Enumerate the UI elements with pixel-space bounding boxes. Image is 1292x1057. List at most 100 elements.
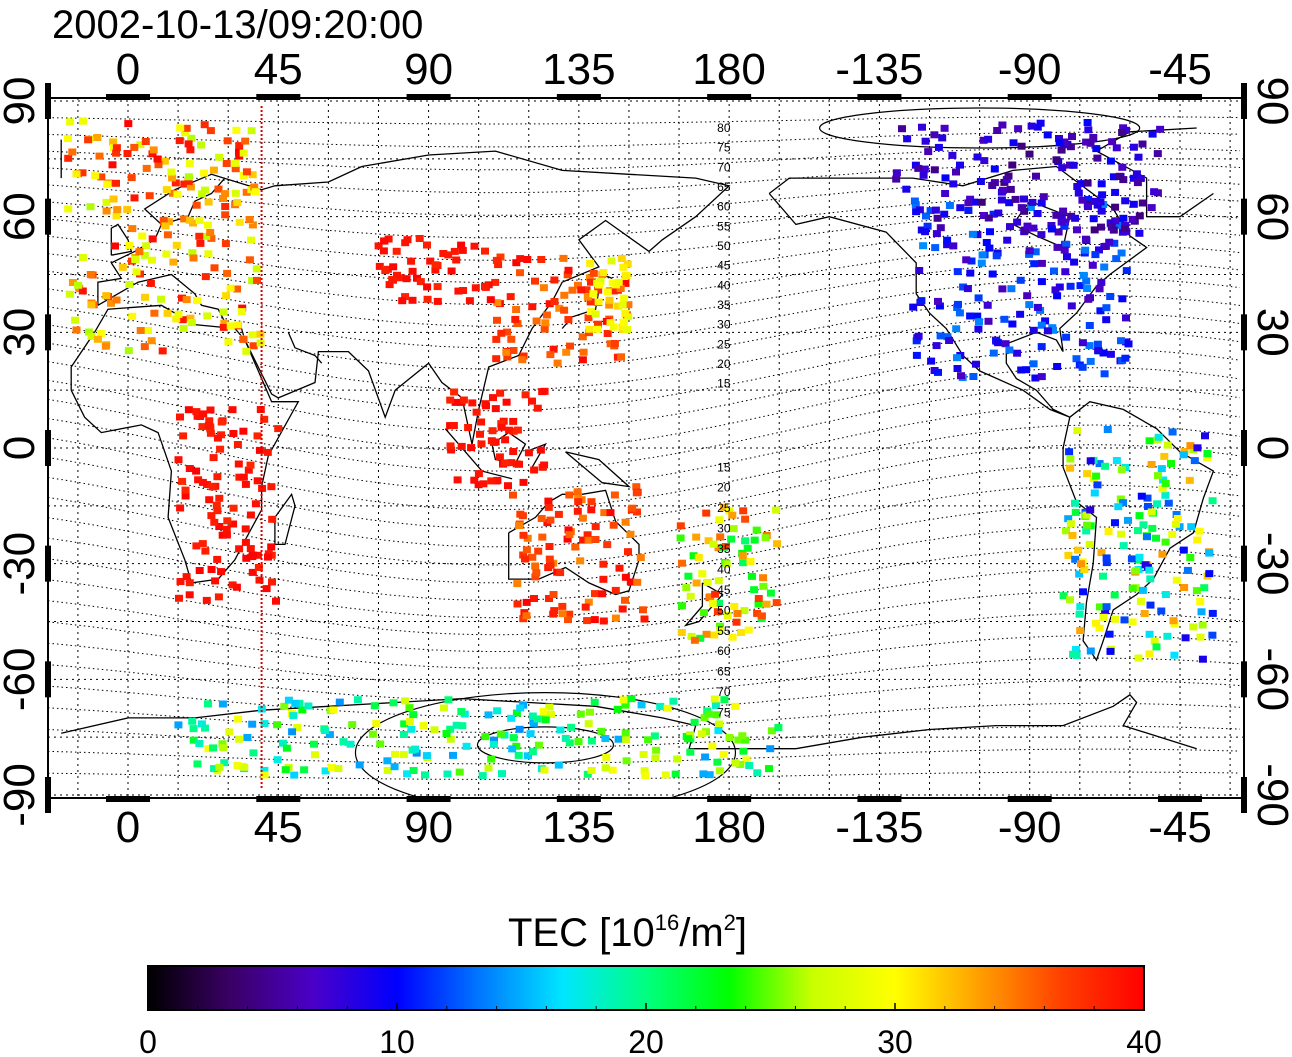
tec-point	[954, 300, 962, 308]
tec-point	[596, 277, 605, 285]
tec-point	[415, 235, 424, 242]
tec-point	[1037, 199, 1046, 207]
tec-point	[1110, 591, 1119, 599]
tec-point	[458, 722, 467, 730]
tec-point	[235, 218, 244, 226]
tec-point	[251, 188, 260, 196]
tec-point	[531, 562, 540, 570]
tec-point	[1086, 506, 1095, 514]
tec-point	[1100, 263, 1109, 271]
frame-ticks	[45, 83, 1247, 813]
lat-tick-label-right: -60	[1248, 648, 1292, 712]
tec-point	[1135, 229, 1144, 237]
tec-point	[444, 251, 453, 259]
tec-point	[346, 740, 355, 748]
mlat-contour	[48, 526, 1241, 601]
tec-point	[1066, 596, 1074, 604]
tec-point	[501, 459, 510, 467]
tec-point	[934, 143, 943, 151]
tec-point	[1050, 267, 1058, 275]
tec-point	[1102, 316, 1111, 324]
tec-point	[179, 324, 188, 332]
tec-point	[1203, 450, 1212, 457]
tec-point	[565, 610, 574, 618]
tec-point	[587, 737, 596, 745]
tec-point	[248, 568, 257, 576]
tec-point	[618, 301, 627, 309]
tec-point	[748, 572, 756, 580]
tec-point	[564, 526, 573, 534]
tec-point	[447, 267, 456, 275]
tec-point	[481, 247, 489, 255]
tec-point	[219, 308, 228, 316]
tec-point	[1108, 138, 1117, 146]
lon-tick-label-bottom: -45	[1148, 803, 1212, 852]
tec-point	[187, 134, 196, 142]
tec-point	[605, 296, 614, 304]
tec-point	[1065, 448, 1074, 456]
tec-point	[708, 742, 717, 750]
tec-point	[721, 543, 730, 550]
tec-point	[174, 721, 183, 729]
tec-point	[1055, 283, 1064, 291]
tec-point	[300, 766, 309, 774]
tec-point	[1078, 339, 1087, 347]
tec-point	[741, 736, 750, 744]
tec-point	[339, 738, 348, 746]
tec-point	[686, 731, 695, 739]
tec-point	[715, 767, 724, 775]
tec-point	[1101, 242, 1110, 250]
contour-label: 15	[717, 460, 731, 474]
tec-point	[130, 194, 139, 202]
tec-point	[1157, 607, 1166, 615]
tec-point	[980, 157, 989, 165]
tec-point	[1129, 174, 1138, 182]
tec-point	[198, 478, 207, 486]
tec-point	[402, 275, 411, 283]
tec-point	[1079, 588, 1087, 596]
tec-point	[1070, 258, 1079, 266]
tec-point	[1053, 243, 1062, 251]
frame-tick	[256, 94, 301, 100]
tec-point	[1208, 631, 1217, 639]
tec-point	[175, 594, 183, 602]
tec-point	[917, 297, 926, 305]
tec-point	[228, 406, 237, 414]
tec-point	[142, 164, 151, 172]
tec-point	[593, 325, 602, 333]
tec-point	[253, 551, 262, 559]
tec-point	[102, 198, 111, 206]
tec-point	[1091, 251, 1100, 259]
tec-point	[1003, 236, 1012, 244]
tec-point	[204, 421, 213, 429]
tec-point	[124, 347, 133, 355]
tec-point	[700, 609, 708, 617]
tec-point	[284, 696, 293, 704]
tec-point	[192, 542, 201, 550]
tec-point	[169, 258, 178, 266]
tec-point	[193, 296, 201, 304]
tec-point	[973, 231, 982, 239]
tec-point	[757, 612, 766, 620]
tec-point	[930, 131, 939, 139]
tec-point	[579, 536, 588, 544]
tec-point	[91, 172, 100, 180]
tec-point	[123, 150, 132, 157]
tec-point	[446, 442, 455, 450]
tec-point	[538, 388, 547, 396]
tec-point	[482, 402, 490, 410]
tec-point	[626, 578, 635, 586]
tec-point	[182, 124, 191, 132]
tec-point	[549, 345, 558, 353]
tec-point	[618, 605, 627, 613]
tec-point	[1168, 531, 1177, 538]
tec-point	[492, 477, 501, 485]
tec-point	[249, 749, 258, 757]
lon-tick-label-bottom: -135	[835, 803, 923, 852]
tec-point	[465, 297, 474, 305]
tec-point	[433, 283, 442, 291]
tec-point	[1145, 650, 1154, 658]
contour-label: 80	[717, 121, 731, 135]
tec-point	[1031, 248, 1040, 256]
tec-point	[936, 224, 945, 232]
